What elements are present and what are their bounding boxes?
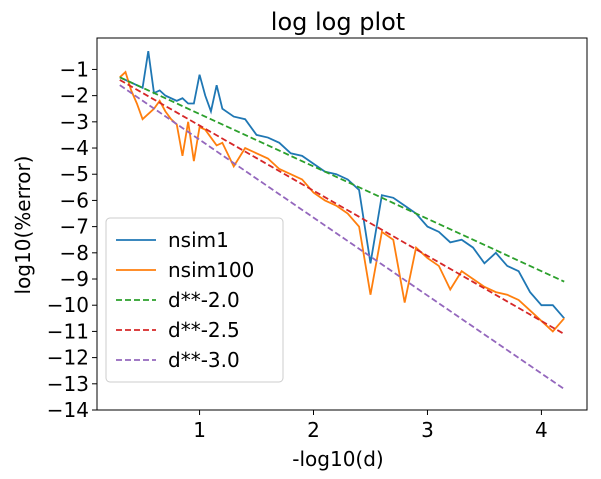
plot-area: 1 2 3 4 −1 −2−3−4−5−6 −7−8−9−10−11 −12−13−14 (47, 37, 588, 442)
legend-label: d**-3.0 (168, 348, 240, 372)
y-tick-label: −2 (60, 84, 89, 108)
y-tick-label: −13 (47, 372, 89, 396)
x-tick-label: 4 (535, 418, 548, 442)
chart-title: log log plot (271, 8, 405, 36)
legend-label: nsim100 (168, 258, 254, 282)
legend-box (105, 217, 284, 383)
y-tick-label: −12 (47, 346, 89, 370)
legend-label: nsim1 (168, 228, 229, 252)
legend-label: d**-2.5 (168, 318, 240, 342)
y-tick-label: −14 (47, 398, 89, 422)
plot-frame (96, 37, 588, 411)
y-tick-label: −10 (47, 293, 89, 317)
series-line-3 (119, 79, 565, 335)
y-tick-label: −6 (60, 188, 89, 212)
legend: nsim1 nsim100 d**-2.0 d**-2.5 d**-3.0 (105, 217, 284, 383)
y-tick-label: −11 (47, 319, 89, 343)
series-line-0 (119, 50, 565, 319)
x-axis-label: -log10(d) (292, 447, 383, 471)
x-tick-label: 3 (421, 418, 434, 442)
x-tick-label: 1 (193, 418, 206, 442)
y-tick-label: −1 (60, 57, 89, 81)
legend-label: d**-2.0 (168, 288, 240, 312)
y-tick-label: −8 (60, 241, 89, 265)
y-axis-label: log10(%error) (11, 156, 35, 295)
y-tick-label: −9 (60, 267, 89, 291)
series-line-2 (119, 76, 565, 283)
series-line-1 (119, 70, 565, 333)
y-tick-label: −5 (60, 162, 89, 186)
y-tick-label: −3 (60, 110, 89, 134)
y-tick-label: −7 (60, 215, 89, 239)
x-tick-label: 2 (307, 418, 320, 442)
y-tick-label: −4 (60, 136, 89, 160)
